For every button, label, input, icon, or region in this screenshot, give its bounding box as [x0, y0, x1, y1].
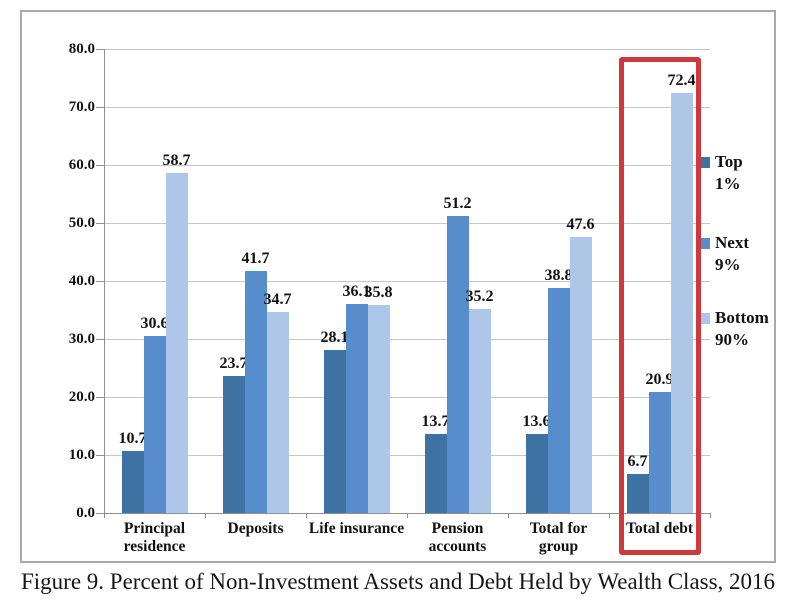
x-axis-tick [710, 513, 711, 518]
value-label: 6.7 [627, 453, 648, 471]
x-axis-tick [104, 513, 105, 518]
bar-top-1% [424, 433, 447, 513]
bar-bottom-90% [468, 308, 491, 513]
y-axis-tick [96, 107, 104, 108]
value-label: 36.1 [342, 282, 371, 300]
x-axis-category-label: Pension accounts [428, 520, 487, 555]
y-axis-label: 80.0 [68, 41, 95, 57]
legend-marker [699, 313, 710, 324]
figure-caption: Figure 9. Percent of Non-Investment Asse… [21, 569, 776, 594]
value-label: 13.6 [522, 413, 551, 431]
bar-bottom-90% [367, 305, 390, 513]
y-axis-label: 60.0 [68, 157, 95, 173]
value-label: 35.2 [465, 287, 494, 305]
y-axis-tick [96, 223, 104, 224]
highlight-rectangle-total-debt [618, 57, 701, 555]
y-axis-label: 40.0 [68, 273, 95, 289]
x-axis-tick [407, 513, 408, 518]
y-axis-label: 30.0 [68, 331, 95, 347]
gridline [104, 339, 710, 340]
bar-next-9% [547, 287, 570, 513]
gridline [104, 397, 710, 398]
bar-bottom-90% [165, 172, 188, 513]
value-label: 47.6 [566, 215, 595, 233]
x-axis-category-label: Deposits [227, 520, 284, 537]
value-label: 10.7 [118, 429, 147, 447]
value-label: 38.8 [544, 266, 573, 284]
value-label: 72.4 [667, 72, 696, 90]
y-axis-label: 20.0 [68, 389, 95, 405]
legend-marker [699, 238, 710, 249]
value-label: 34.7 [263, 290, 292, 308]
y-axis-tick [96, 281, 104, 282]
x-axis-category-label: Total debt [625, 520, 694, 537]
bar-bottom-90% [670, 93, 693, 513]
bar-next-9% [345, 303, 368, 513]
y-axis-tick [96, 397, 104, 398]
x-axis-tick [609, 513, 610, 518]
y-axis-label: 10.0 [68, 447, 95, 463]
legend-label: Next 9% [715, 233, 749, 274]
gridline [104, 281, 710, 282]
value-label: 30.6 [140, 314, 169, 332]
bar-bottom-90% [569, 236, 592, 513]
bar-top-1% [626, 474, 649, 513]
value-label: 41.7 [241, 250, 270, 268]
legend-label: Bottom 90% [715, 308, 769, 349]
gridline [104, 223, 710, 224]
y-axis-label: 0.0 [76, 505, 95, 521]
bar-top-1% [222, 375, 245, 513]
legend-label: Top 1% [715, 152, 743, 193]
value-label: 51.2 [443, 195, 472, 213]
x-axis-category-label: Life insurance [308, 520, 405, 537]
value-label: 58.7 [162, 151, 191, 169]
y-axis-tick [96, 339, 104, 340]
value-label: 20.9 [645, 370, 674, 388]
value-label: 13.7 [421, 412, 450, 430]
bar-next-9% [446, 216, 469, 513]
gridline [104, 49, 710, 50]
x-axis-tick [508, 513, 509, 518]
bar-next-9% [244, 271, 267, 513]
gridline [104, 107, 710, 108]
value-label: 28.1 [320, 329, 349, 347]
bar-next-9% [143, 335, 166, 513]
x-axis-tick [306, 513, 307, 518]
bar-bottom-90% [266, 311, 289, 513]
y-axis-label: 70.0 [68, 99, 95, 115]
y-axis-label: 50.0 [68, 215, 95, 231]
value-label: 23.7 [219, 354, 248, 372]
x-axis-category-label: Principal residence [123, 520, 186, 555]
y-axis-tick [96, 455, 104, 456]
x-axis-tick [205, 513, 206, 518]
bar-top-1% [121, 450, 144, 513]
y-axis-tick [96, 49, 104, 50]
gridline [104, 165, 710, 166]
bar-top-1% [323, 350, 346, 513]
bar-next-9% [648, 391, 671, 513]
gridline [104, 455, 710, 456]
x-axis-category-label: Total for group [529, 520, 588, 555]
bar-top-1% [525, 434, 548, 513]
y-axis-tick [96, 513, 104, 514]
y-axis-tick [96, 165, 104, 166]
y-axis [104, 49, 105, 513]
value-label: 35.8 [364, 284, 393, 302]
legend-marker [699, 157, 710, 168]
